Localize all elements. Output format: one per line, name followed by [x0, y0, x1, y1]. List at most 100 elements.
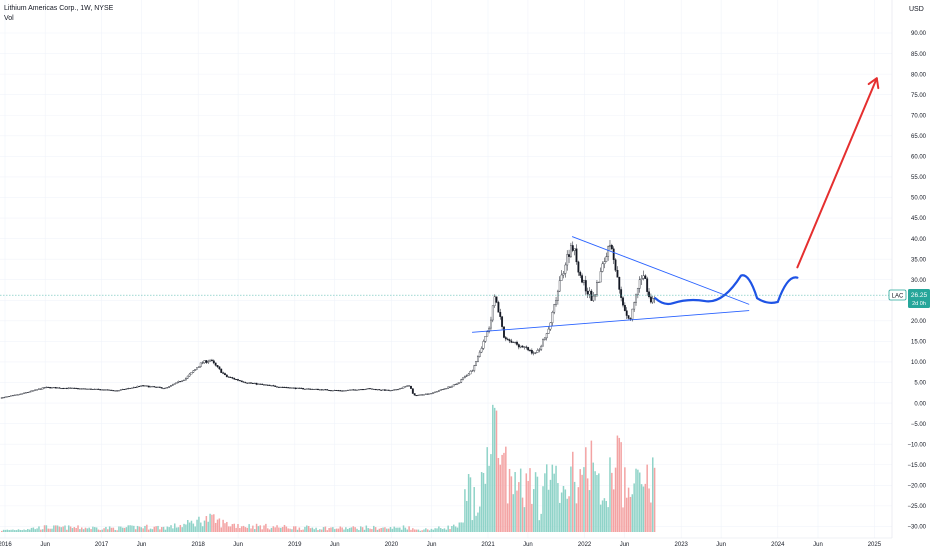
candle-body	[437, 390, 440, 392]
candle-body	[324, 389, 327, 391]
candle-body	[88, 388, 91, 390]
volume-bar	[505, 446, 507, 532]
volume-bar	[332, 527, 334, 532]
price-tick-label: −5.00	[911, 422, 927, 428]
candle-body	[86, 388, 89, 390]
candle-body	[478, 351, 481, 357]
candle-body	[64, 387, 66, 389]
volume-bar	[266, 528, 269, 532]
volume-bar	[464, 489, 466, 532]
volume-bar	[25, 530, 27, 532]
volume-bar	[142, 528, 144, 532]
volume-bar	[159, 529, 161, 532]
volume-bar	[408, 526, 410, 532]
volume-bar	[510, 476, 513, 532]
volume-bar	[564, 489, 567, 532]
candle-body	[558, 280, 561, 292]
candle-body	[244, 382, 247, 384]
candle-body	[579, 272, 582, 276]
candle-body	[344, 390, 347, 392]
volume-bar	[36, 528, 38, 532]
candle-body	[65, 387, 68, 389]
price-tick-label: 75.00	[911, 93, 927, 99]
volume-bar	[226, 521, 228, 532]
volume-bar	[577, 487, 580, 532]
volume-bar	[146, 524, 148, 532]
candle-body	[15, 394, 18, 396]
volume-bar	[149, 528, 152, 532]
candle-body	[151, 386, 154, 388]
candle-body	[192, 370, 195, 373]
volume-bar	[201, 526, 204, 532]
candle-body	[270, 385, 273, 387]
candle-body	[356, 389, 358, 391]
volume-bar	[640, 484, 643, 532]
volume-bar	[97, 529, 100, 532]
candle-body	[331, 390, 334, 392]
volume-bar	[101, 529, 103, 532]
candle-body	[21, 393, 24, 395]
volume-bar	[246, 527, 249, 532]
volume-bar	[616, 435, 619, 532]
candle-body	[264, 384, 267, 386]
time-tick-label: Jun	[716, 542, 726, 548]
volume-bar	[45, 525, 48, 532]
volume-bar	[579, 469, 581, 532]
candle-body	[179, 381, 182, 383]
price-tick-label: 15.00	[911, 340, 927, 346]
volume-bar	[441, 529, 444, 532]
volume-bar	[545, 464, 548, 532]
candle-body	[562, 273, 565, 276]
volume-bar	[71, 528, 74, 532]
volume-bar	[291, 529, 293, 532]
symbol-title[interactable]: Lithium Americas Corp., 1W, NYSE	[4, 5, 114, 12]
volume-bar	[348, 527, 351, 532]
candle-body	[237, 379, 239, 381]
volume-bar	[179, 524, 182, 532]
candle-body	[253, 382, 256, 384]
volume-label[interactable]: Vol	[4, 15, 14, 22]
volume-bar	[519, 468, 522, 532]
candle-body	[469, 370, 472, 375]
candle-body	[467, 373, 470, 376]
candle-body	[4, 396, 7, 398]
volume-bar	[2, 529, 5, 532]
candle-body	[121, 389, 124, 390]
price-tick-label: 90.00	[911, 31, 927, 37]
candle-body	[432, 392, 435, 394]
price-tick-label: 85.00	[911, 52, 927, 58]
volume-bar	[324, 526, 327, 532]
price-tick-label: 30.00	[911, 278, 927, 284]
candle-body	[636, 288, 639, 296]
candle-body	[361, 389, 364, 391]
candle-body	[196, 367, 198, 370]
volume-bar	[503, 452, 505, 532]
candle-body	[268, 384, 271, 386]
volume-bar	[220, 527, 222, 532]
candle-body	[495, 296, 498, 303]
volume-bar	[540, 513, 542, 532]
volume-bar	[594, 471, 596, 532]
candle-body	[277, 386, 280, 388]
volume-bar	[99, 530, 102, 532]
volume-bar	[32, 527, 35, 532]
candle-body	[411, 388, 414, 394]
volume-bar	[346, 529, 349, 532]
candle-body	[473, 365, 476, 371]
candle-body	[225, 374, 228, 377]
price-axis[interactable]: 90.00 85.00 80.00 75.00 70.00 65.00 60.00 55.00…	[891, 0, 927, 538]
candle-body	[365, 388, 368, 390]
volume-bar	[280, 527, 282, 532]
candle-body	[240, 380, 243, 382]
candle-body	[43, 387, 46, 389]
volume-bar	[341, 527, 343, 532]
ticker-label: LAC	[892, 294, 904, 300]
volume-bar	[322, 527, 325, 532]
candle-body	[108, 389, 111, 391]
volume-bar	[402, 525, 405, 532]
candle-body	[170, 385, 172, 387]
time-axis[interactable]: 2016 Jun 2017 Jun 2018 Jun 2019 Jun 2020 Jun 2021 J…	[0, 537, 892, 548]
volume-bar	[177, 527, 180, 532]
